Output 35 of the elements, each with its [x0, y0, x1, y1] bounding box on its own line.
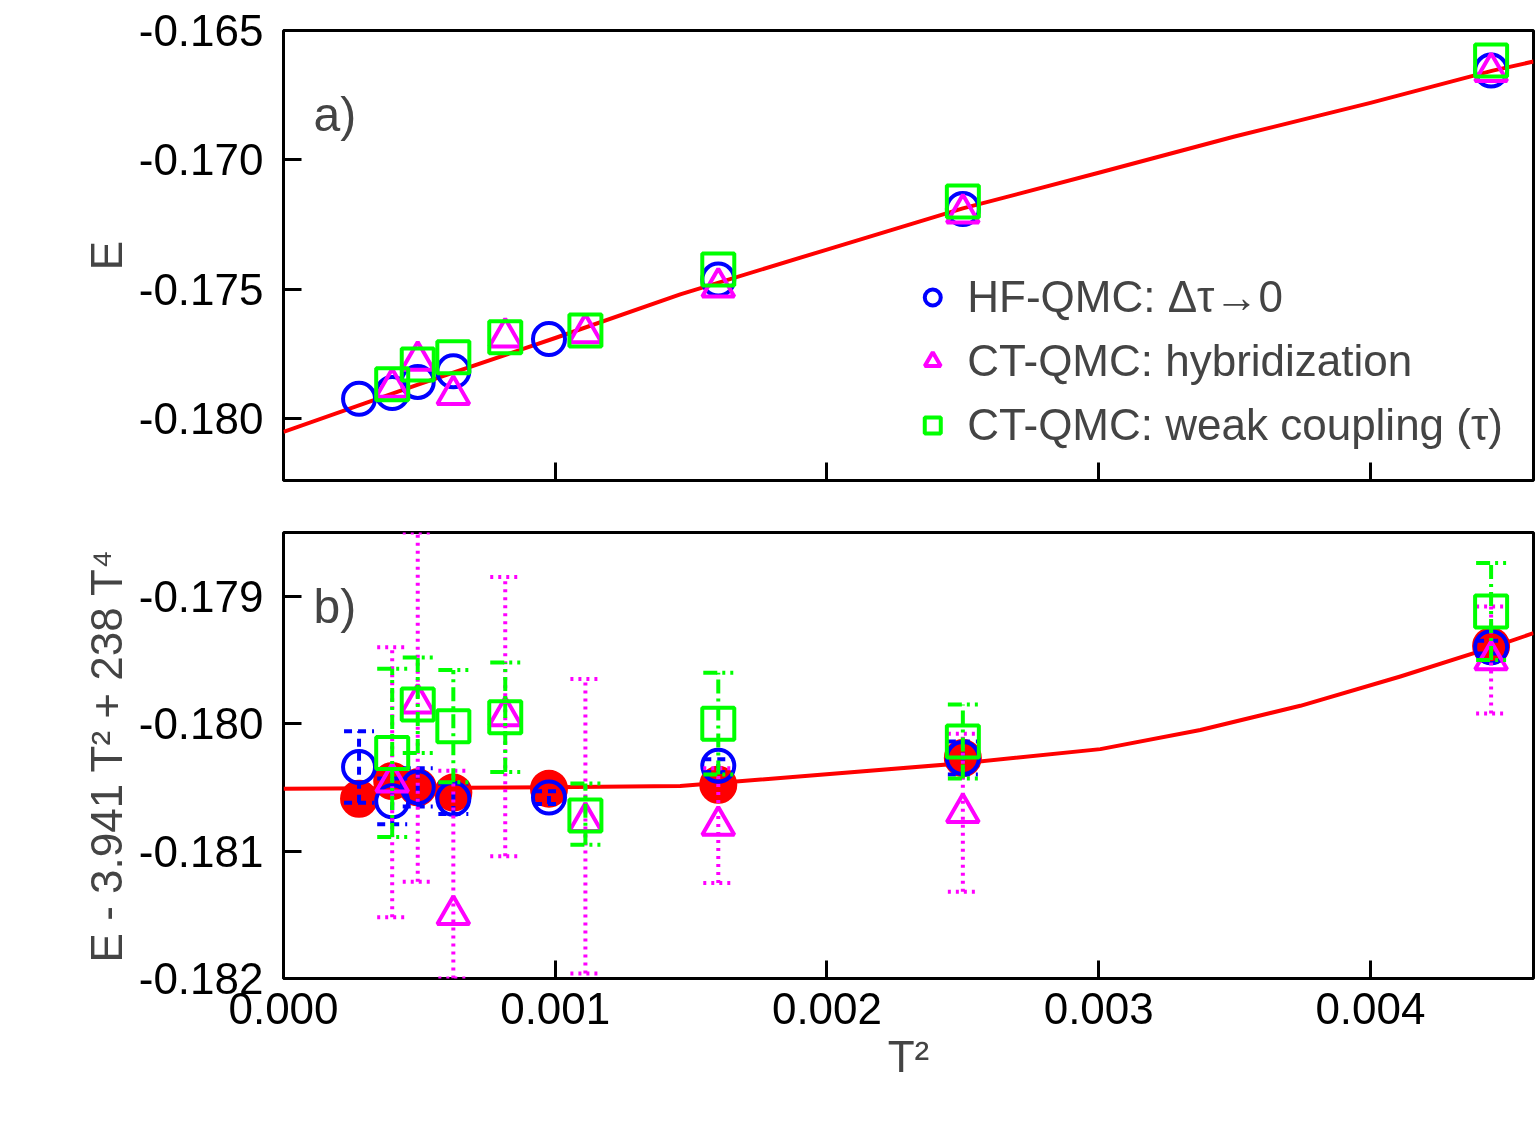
- point: [487, 319, 524, 356]
- x-tick-label: 0.004: [1315, 983, 1426, 1033]
- point: [944, 183, 981, 220]
- y-tick-label: -0.170: [138, 135, 264, 185]
- point: [700, 251, 737, 288]
- point: [1473, 593, 1510, 630]
- y-axis-title: E - 3.941 T² + 238 T⁴: [81, 550, 131, 963]
- annotation: a): [313, 87, 357, 141]
- y-tick-label: -0.180: [138, 699, 264, 749]
- point: [374, 734, 411, 771]
- point: [944, 723, 981, 760]
- legend-label: HF-QMC: Δτ→0: [967, 272, 1283, 322]
- point: [399, 346, 436, 383]
- y-tick-label: -0.165: [138, 6, 264, 55]
- legend-label: CT-QMC: weak coupling (τ): [967, 400, 1503, 450]
- x-tick-label: 0.003: [1043, 983, 1154, 1033]
- y-axis-title: E: [81, 240, 131, 271]
- point: [435, 708, 472, 745]
- y-tick-label: -0.179: [138, 571, 264, 621]
- y-tick-label: -0.175: [138, 264, 264, 314]
- x-tick-label: 0.001: [500, 983, 611, 1033]
- point: [487, 699, 524, 736]
- y-tick-label: -0.180: [138, 393, 264, 443]
- x-axis-title: T²: [887, 1031, 930, 1081]
- x-tick-label: 0.002: [771, 983, 883, 1033]
- point: [700, 747, 737, 784]
- point: [435, 339, 472, 376]
- point: [1473, 42, 1510, 79]
- point: [700, 705, 737, 742]
- point: [530, 321, 567, 357]
- y-tick-label: -0.181: [138, 826, 264, 876]
- point: [530, 779, 567, 816]
- point: [399, 686, 436, 723]
- legend-label: CT-QMC: hybridization: [967, 336, 1413, 386]
- annotation: b): [313, 579, 357, 633]
